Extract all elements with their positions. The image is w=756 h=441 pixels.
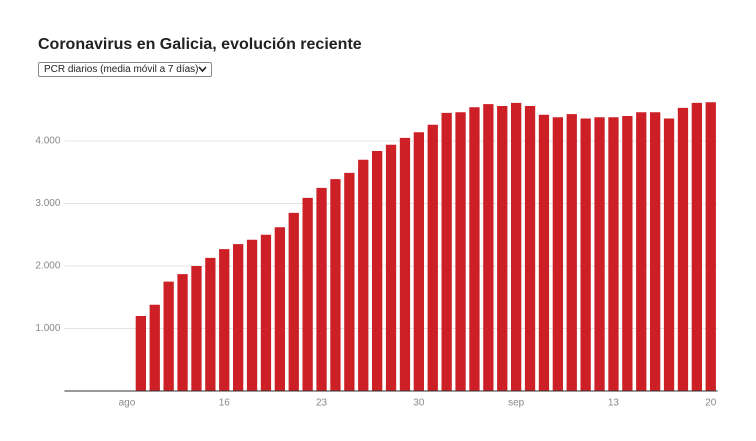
- chart-title: Coronavirus en Galicia, evolución recien…: [38, 36, 362, 53]
- bar: [705, 102, 716, 391]
- bar: [372, 151, 383, 391]
- bar: [205, 257, 216, 391]
- x-tick-label: 30: [413, 398, 425, 409]
- bar: [469, 107, 480, 391]
- bar: [483, 104, 494, 391]
- bar: [399, 137, 411, 391]
- y-tick-label: 3.000: [35, 198, 60, 209]
- bar: [358, 159, 369, 391]
- x-tick-label: ago: [119, 398, 136, 409]
- bar: [288, 212, 299, 391]
- x-tick-label: 20: [705, 398, 717, 409]
- bar: [233, 244, 244, 391]
- y-tick-label: 2.000: [35, 261, 60, 272]
- bar: [511, 102, 522, 391]
- bar: [149, 304, 160, 391]
- bar: [594, 117, 605, 391]
- bar: [622, 116, 633, 391]
- bar: [413, 132, 424, 391]
- bar: [538, 114, 550, 391]
- dropdown-chevron: [198, 66, 207, 73]
- bar: [608, 117, 619, 391]
- x-tick-label: 13: [608, 398, 620, 409]
- metric-dropdown[interactable]: PCR diarios (media móvil a 7 días): [38, 62, 212, 77]
- bar: [441, 112, 452, 391]
- bar: [552, 117, 563, 391]
- bar: [677, 107, 689, 391]
- y-tick-label: 4.000: [35, 136, 60, 147]
- dropdown-label: PCR diarios (media móvil a 7 días): [44, 64, 199, 75]
- bar: [691, 102, 702, 391]
- bar: [274, 227, 285, 391]
- bar: [219, 249, 230, 391]
- bar: [524, 106, 536, 391]
- bar: [260, 234, 272, 391]
- x-tick-label: 23: [316, 398, 328, 409]
- bar: [663, 118, 675, 391]
- bar: [427, 124, 438, 391]
- bar: [636, 112, 647, 391]
- y-tick-label: 1.000: [35, 323, 60, 334]
- bar: [316, 187, 327, 391]
- bar: [177, 274, 188, 391]
- bar: [455, 112, 466, 391]
- bar: [191, 266, 202, 391]
- bar: [135, 316, 146, 391]
- bar: [302, 197, 313, 391]
- bar: [246, 239, 258, 391]
- bar: [330, 179, 341, 391]
- bar: [385, 144, 397, 391]
- bar: [650, 112, 661, 391]
- bar: [163, 281, 174, 391]
- bar: [497, 106, 508, 391]
- bar: [344, 172, 355, 391]
- x-tick-label: 16: [219, 398, 231, 409]
- x-tick-label: sep: [508, 398, 525, 409]
- bar: [580, 118, 591, 391]
- bar: [566, 114, 577, 391]
